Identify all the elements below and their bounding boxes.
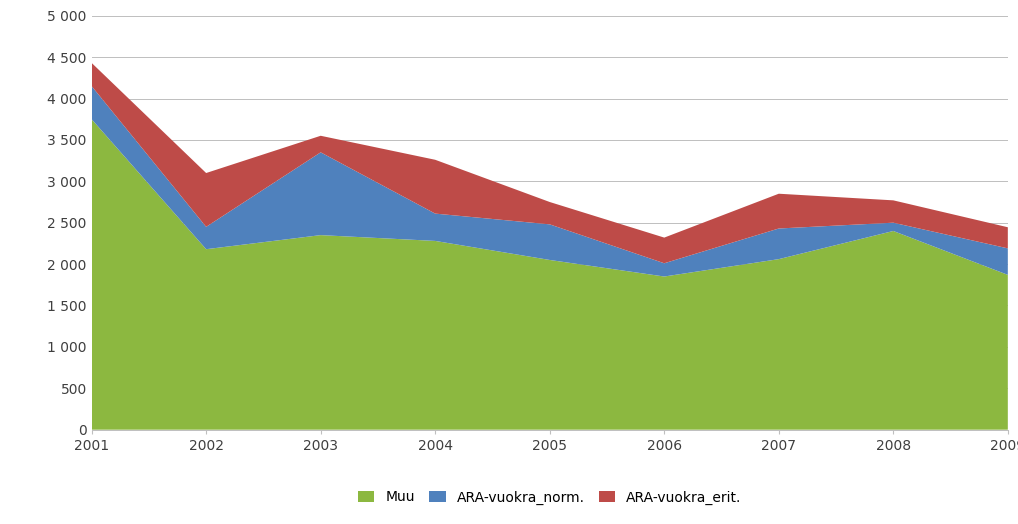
Legend: Muu, ARA-vuokra_norm., ARA-vuokra_erit.: Muu, ARA-vuokra_norm., ARA-vuokra_erit. (357, 490, 742, 505)
